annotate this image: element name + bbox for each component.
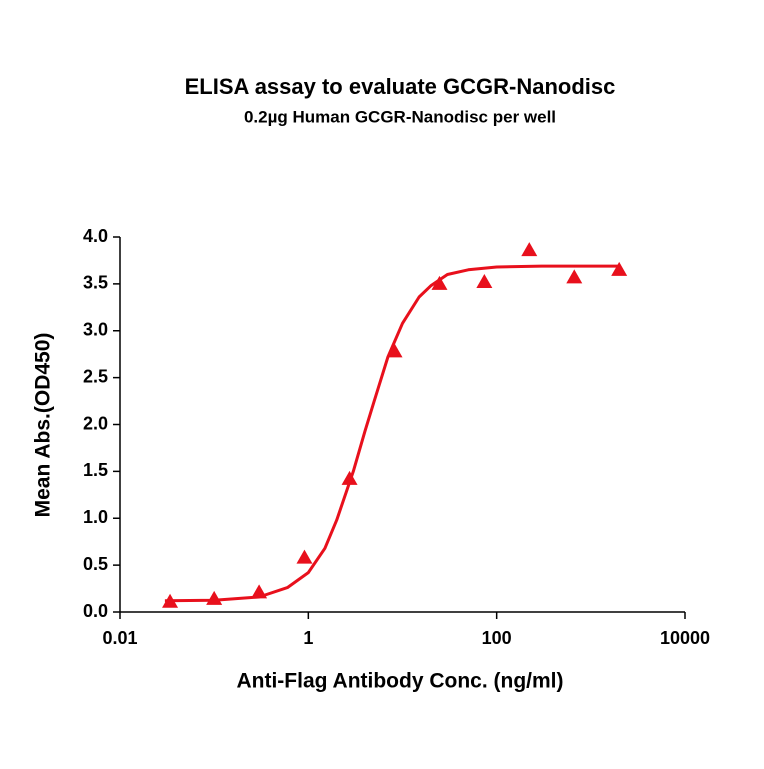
data-point bbox=[386, 343, 403, 358]
y-axis-label: Mean Abs.(OD450) bbox=[32, 333, 55, 518]
chart-subtitle: 0.2µg Human GCGR-Nanodisc per well bbox=[244, 107, 556, 126]
y-tick-label: 4.0 bbox=[83, 226, 108, 246]
y-tick-label: 1.0 bbox=[83, 507, 108, 527]
fit-curve bbox=[164, 264, 620, 603]
data-point bbox=[206, 590, 223, 605]
x-tick-label: 0.01 bbox=[102, 628, 137, 648]
x-tick-label: 1 bbox=[303, 628, 313, 648]
data-point bbox=[521, 242, 538, 257]
x-tick-label: 100 bbox=[482, 628, 512, 648]
y-tick-label: 3.0 bbox=[83, 320, 108, 340]
data-point bbox=[341, 470, 358, 485]
y-tick-label: 3.5 bbox=[83, 273, 108, 293]
y-tick-label: 2.0 bbox=[83, 413, 108, 433]
data-point bbox=[431, 275, 448, 290]
data-point bbox=[251, 584, 268, 599]
data-point bbox=[476, 274, 493, 288]
y-tick-label: 0.5 bbox=[83, 554, 108, 574]
x-axis-label: Anti-Flag Antibody Conc. (ng/ml) bbox=[236, 670, 563, 693]
y-tick-label: 2.5 bbox=[83, 366, 108, 386]
chart-title: ELISA assay to evaluate GCGR-Nanodisc bbox=[185, 74, 616, 99]
x-tick-label: 10000 bbox=[660, 628, 710, 648]
y-tick-label: 1.5 bbox=[83, 460, 108, 480]
data-point bbox=[566, 269, 583, 284]
y-tick-label: 0.0 bbox=[83, 601, 108, 621]
data-point bbox=[296, 549, 313, 564]
data-point bbox=[611, 261, 628, 276]
data-point bbox=[162, 593, 179, 608]
